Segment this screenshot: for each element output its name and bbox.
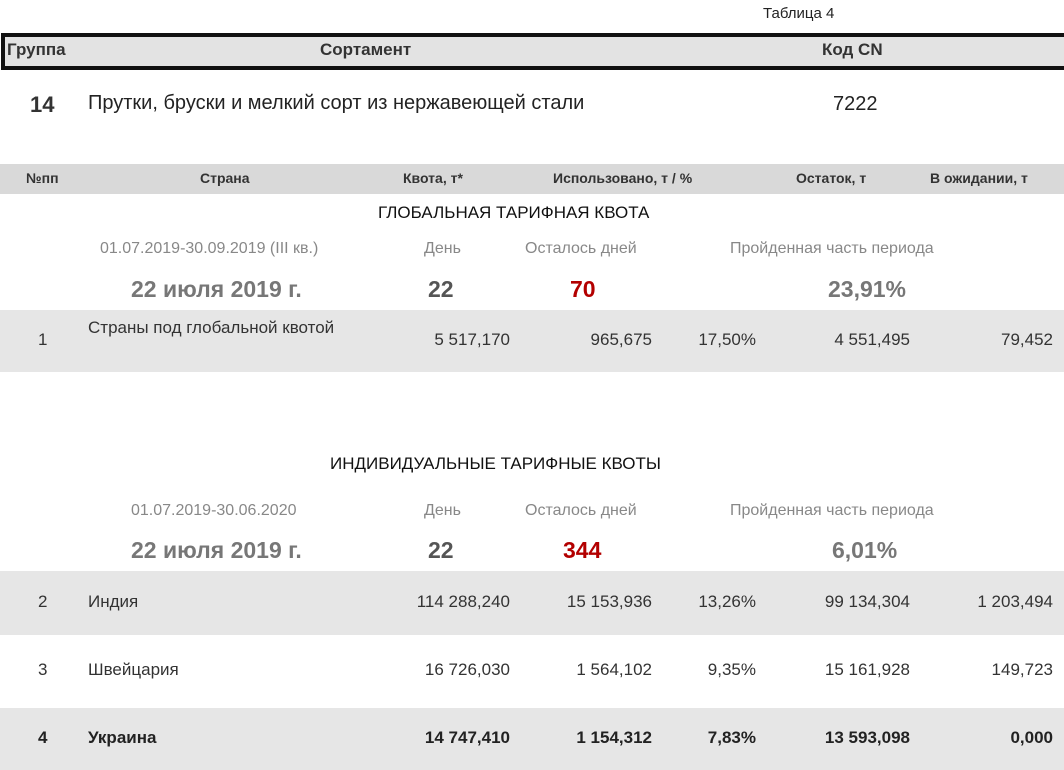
row-pending: 0,000	[1010, 728, 1053, 747]
row-quota: 5 517,170	[434, 330, 510, 349]
row-used-pct: 9,35%	[707, 660, 756, 679]
row-country: Швейцария	[88, 660, 179, 679]
group-description: Прутки, бруски и мелкий сорт из нержавею…	[88, 92, 585, 114]
col-pending: В ожидании, т	[930, 170, 1028, 186]
global-section-title: ГЛОБАЛЬНАЯ ТАРИФНАЯ КВОТА	[378, 203, 650, 222]
table-row: 1 Страны под глобальной квотой 5 517,170…	[0, 310, 1064, 372]
global-passed: 23,91%	[828, 276, 907, 302]
individual-date: 22 июля 2019 г.	[131, 537, 302, 563]
individual-days-left-label: Осталось дней	[525, 502, 637, 519]
row-num: 1	[38, 330, 48, 349]
row-pending: 79,452	[1001, 330, 1053, 349]
col-country: Страна	[200, 170, 250, 186]
individual-day: 22	[428, 537, 454, 563]
row-remaining: 13 593,098	[824, 728, 910, 747]
row-used-pct: 13,26%	[698, 592, 756, 611]
individual-passed: 6,01%	[832, 537, 898, 563]
individual-period: 01.07.2019-30.06.2020	[131, 502, 297, 519]
global-day: 22	[428, 276, 454, 302]
group-number: 14	[30, 92, 55, 117]
row-num: 4	[38, 728, 48, 747]
row-used: 1 564,102	[576, 660, 652, 679]
global-date: 22 июля 2019 г.	[131, 276, 302, 302]
row-used-pct: 17,50%	[698, 330, 756, 349]
table-row: 4 Украина 14 747,410 1 154,312 7,83% 13 …	[0, 708, 1064, 770]
row-quota: 114 288,240	[416, 592, 510, 611]
global-passed-label: Пройденная часть периода	[730, 240, 934, 257]
row-remaining: 4 551,495	[834, 330, 910, 349]
global-period: 01.07.2019-30.09.2019 (III кв.)	[100, 240, 319, 257]
row-used-pct: 7,83%	[707, 728, 756, 747]
column-header-row: №пп Страна Квота, т* Использовано, т / %…	[0, 164, 1064, 194]
col-used: Использовано, т / %	[553, 170, 693, 186]
col-num: №пп	[26, 170, 59, 186]
row-remaining: 99 134,304	[824, 592, 910, 611]
header-group: Группа	[7, 40, 66, 59]
row-quota: 16 726,030	[424, 660, 510, 679]
row-country: Индия	[88, 592, 139, 611]
header-code: Код CN	[822, 40, 883, 59]
group-code: 7222	[833, 93, 878, 115]
row-country: Украина	[88, 728, 157, 747]
col-quota: Квота, т*	[403, 170, 463, 186]
row-used: 1 154,312	[576, 728, 652, 747]
row-num: 3	[38, 660, 48, 679]
individual-day-label: День	[424, 502, 461, 519]
row-pending: 1 203,494	[977, 592, 1053, 611]
individual-passed-label: Пройденная часть периода	[730, 502, 934, 519]
row-num: 2	[38, 592, 48, 611]
col-remaining: Остаток, т	[796, 170, 867, 186]
row-used: 15 153,936	[566, 592, 652, 611]
individual-days-left: 344	[563, 537, 602, 563]
row-remaining: 15 161,928	[824, 660, 910, 679]
table-label: Таблица 4	[763, 5, 835, 22]
global-days-left-label: Осталось дней	[525, 240, 637, 257]
table-row: 3 Швейцария 16 726,030 1 564,102 9,35% 1…	[0, 635, 1064, 708]
header-bar: Группа Сортамент Код CN	[1, 33, 1064, 70]
individual-section-title: ИНДИВИДУАЛЬНЫЕ ТАРИФНЫЕ КВОТЫ	[330, 454, 661, 473]
global-days-left: 70	[570, 276, 596, 302]
row-country: Страны под глобальной квотой	[88, 318, 335, 337]
table-row: 2 Индия 114 288,240 15 153,936 13,26% 99…	[0, 571, 1064, 635]
row-pending: 149,723	[991, 660, 1053, 679]
global-day-label: День	[424, 240, 461, 257]
row-quota: 14 747,410	[424, 728, 510, 747]
header-assortment: Сортамент	[320, 40, 412, 59]
row-used: 965,675	[590, 330, 652, 349]
